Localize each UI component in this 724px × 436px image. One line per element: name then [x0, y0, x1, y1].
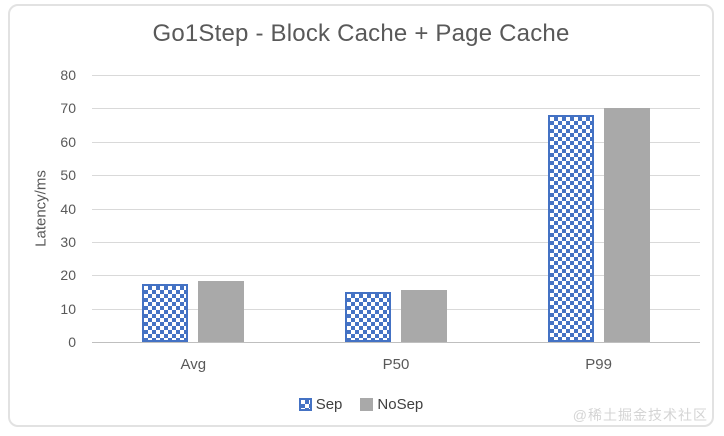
legend: Sep NoSep — [8, 396, 714, 413]
gridline-20 — [92, 275, 700, 277]
y-tick-label-80: 80 — [60, 67, 76, 83]
watermark: @稀土掘金技术社区 — [572, 407, 708, 423]
bar-nosep-p50 — [401, 290, 447, 342]
x-tick-label-p50: P50 — [382, 356, 410, 373]
legend-item-sep: Sep — [298, 396, 343, 413]
nosep-series-swatch-icon — [360, 398, 374, 411]
bar-nosep-avg — [198, 281, 245, 342]
y-tick-label-30: 30 — [60, 233, 76, 250]
gridline-30 — [92, 241, 700, 243]
y-tick-label-60: 60 — [60, 133, 76, 150]
bar-sep-p99 — [547, 115, 594, 342]
chart-title: Go1Step - Block Cache + Page Cache — [152, 20, 570, 47]
gridline-10 — [92, 308, 700, 310]
sep-series-swatch-icon — [298, 398, 312, 411]
chart-frame — [8, 4, 714, 427]
x-tick-label-p99: P99 — [585, 356, 612, 373]
legend-item-nosep: NoSep — [360, 396, 423, 413]
gridline-40 — [92, 208, 700, 210]
y-tick-label-0: 0 — [68, 334, 76, 350]
gridline-80 — [92, 75, 700, 76]
gridline-0 — [92, 342, 700, 343]
gridline-50 — [92, 175, 700, 177]
y-tick-label-10: 10 — [60, 300, 76, 317]
plot-area — [92, 75, 700, 343]
y-tick-label-70: 70 — [60, 100, 76, 117]
gridline-60 — [92, 141, 700, 143]
bar-nosep-p99 — [603, 108, 650, 342]
y-tick-label-50: 50 — [60, 167, 76, 184]
gridline-70 — [92, 108, 700, 110]
y-tick-label-20: 20 — [60, 267, 76, 284]
legend-label-sep: Sep — [315, 396, 343, 413]
bar-sep-p50 — [345, 291, 391, 342]
x-tick-label-avg: Avg — [180, 356, 207, 373]
legend-label-nosep: NoSep — [377, 396, 424, 413]
y-tick-label-40: 40 — [60, 200, 76, 217]
bar-sep-avg — [142, 283, 189, 342]
